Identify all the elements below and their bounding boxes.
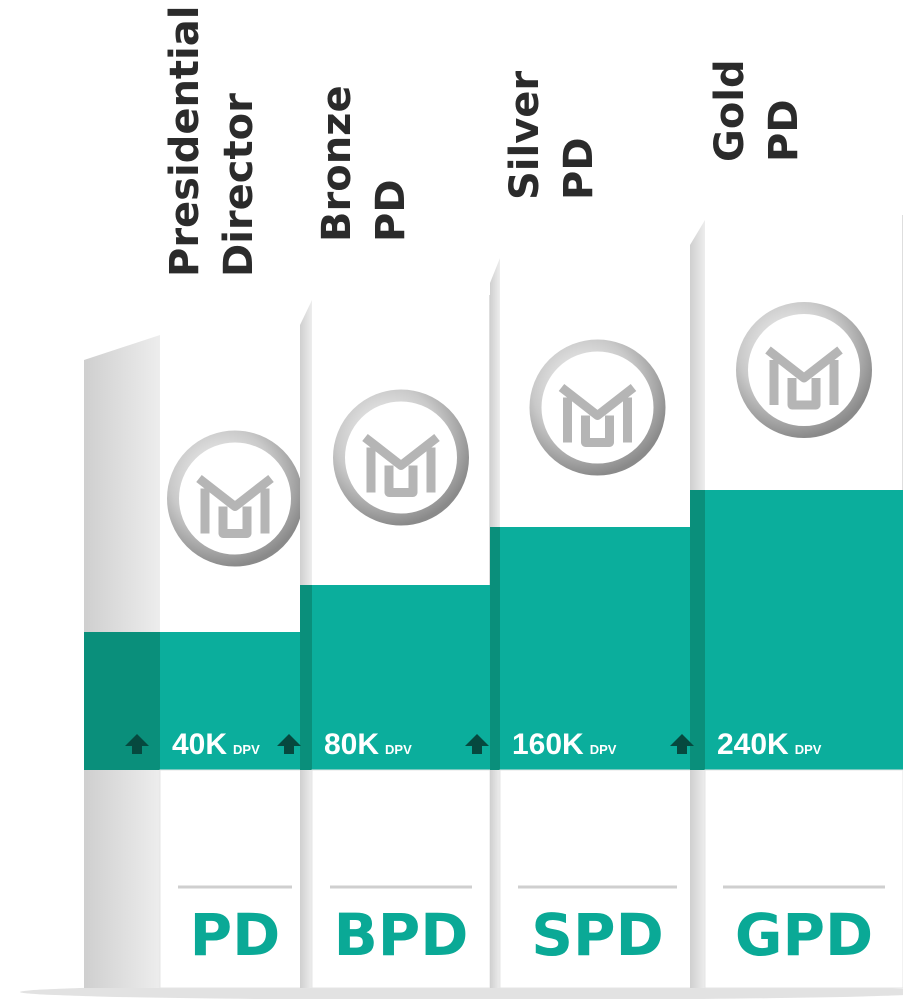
requirement-value: 40K: [172, 728, 227, 761]
base-front: [159, 769, 311, 989]
emblem-ring: [333, 389, 469, 526]
tier-title: Silver: [502, 71, 548, 200]
requirement: 240K DPV: [717, 728, 822, 761]
requirement-unit: DPV: [795, 742, 822, 757]
teal-side: [490, 527, 500, 770]
up-arrow: [277, 734, 301, 754]
emblem-mark: [362, 433, 440, 497]
base-front: [311, 769, 491, 989]
teal-side: [300, 585, 312, 770]
emblem-ring: [736, 302, 872, 438]
block-side: [84, 335, 160, 632]
base-front: [499, 769, 696, 989]
up-arrow: [670, 734, 694, 754]
base-side: [84, 770, 160, 988]
tier-title: Bronze: [314, 85, 360, 242]
up-arrow: [465, 734, 489, 754]
requirement-value: 240K: [717, 728, 789, 761]
tier-title: PD: [761, 99, 807, 162]
base-front: [704, 769, 903, 989]
tiers: 40K DPV PD Presidential Director 80K DPV BPD Bro…: [84, 6, 903, 989]
requirement-value: 80K: [324, 728, 379, 761]
emblem-mark: [765, 346, 843, 410]
base-side: [690, 770, 705, 988]
tier-title: Presidential: [162, 6, 208, 277]
requirement: 40K DPV: [172, 728, 260, 761]
block-front: [705, 215, 903, 490]
base-side: [490, 770, 500, 988]
block-front: [500, 253, 695, 527]
teal-side: [84, 632, 160, 770]
block-side: [490, 258, 500, 527]
block-side: [690, 220, 705, 490]
tier-code: SPD: [531, 901, 663, 969]
teal-front: [312, 585, 490, 770]
teal-side: [690, 490, 705, 770]
tier-code: PD: [190, 901, 281, 969]
emblem-mark: [558, 383, 637, 447]
requirement-value: 160K: [512, 728, 584, 761]
emblem-ring: [167, 430, 303, 567]
teal-front: [705, 490, 903, 770]
tier-title: Director: [216, 93, 262, 277]
emblem-mark: [196, 474, 274, 538]
requirement: 80K DPV: [324, 728, 412, 761]
tier: 160K DPV SPD Silver PD: [465, 71, 696, 989]
requirement-unit: DPV: [385, 742, 412, 757]
requirement-unit: DPV: [590, 742, 617, 757]
block-side: [300, 300, 312, 585]
tier-code: BPD: [334, 901, 469, 969]
requirement: 160K DPV: [512, 728, 617, 761]
base-side: [300, 770, 312, 988]
tier-title: PD: [368, 179, 414, 242]
tier-title: PD: [556, 137, 602, 200]
tier-title: Gold: [707, 59, 753, 162]
tier: 80K DPV BPD Bronze PD: [277, 85, 491, 989]
tier-code: GPD: [735, 901, 873, 969]
requirement-unit: DPV: [233, 742, 260, 757]
teal-front: [500, 527, 695, 770]
emblem-ring: [529, 339, 666, 476]
tier: 240K DPV GPD Gold PD: [670, 59, 903, 989]
up-arrow: [125, 734, 149, 754]
tier: 40K DPV PD Presidential Director: [84, 6, 311, 989]
block-front: [160, 330, 310, 632]
